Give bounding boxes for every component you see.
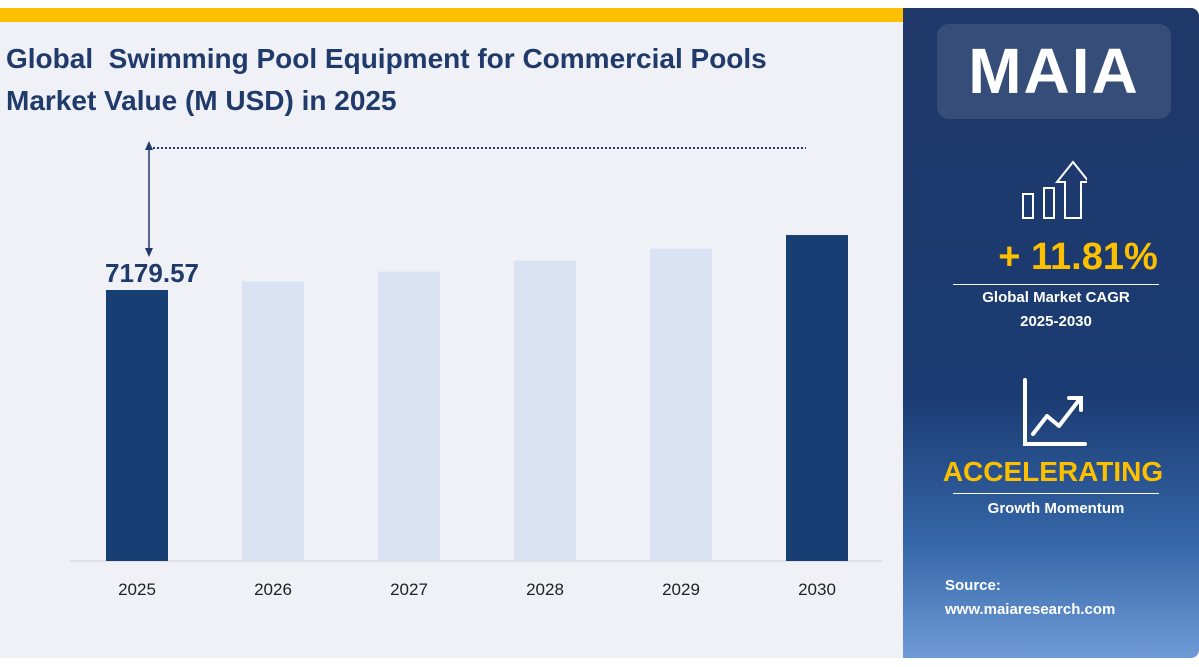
line-chart-trend-icon	[1023, 378, 1087, 446]
cagr-period: 2025-2030	[1020, 313, 1092, 330]
x-tick-label: 2027	[390, 580, 428, 599]
x-tick-label: 2026	[254, 580, 292, 599]
bar-2027	[378, 271, 440, 561]
divider	[953, 284, 1159, 285]
bar-chart-arrow-up-icon	[1022, 160, 1087, 219]
source-url[interactable]: www.maiaresearch.com	[945, 601, 1116, 618]
bar-2026	[242, 281, 304, 561]
x-tick-label: 2030	[798, 580, 836, 599]
bar-2025	[106, 290, 168, 561]
arrow-head-down	[145, 248, 153, 257]
cagr-value: + 11.81%	[998, 236, 1158, 278]
bar-2028	[514, 260, 576, 561]
arrow-head-up	[145, 141, 153, 150]
x-tick-label: 2025	[118, 580, 156, 599]
bar-chart: 2025 7179.57 2026 2027 2028 2029 2030	[70, 141, 882, 599]
source-label: Source:	[945, 577, 1001, 594]
maia-logo: MAIA	[937, 24, 1171, 119]
divider	[953, 493, 1159, 494]
cagr-label: Global Market CAGR	[982, 289, 1130, 306]
chart-title: Global Swimming Pool Equipment for Comme…	[6, 43, 767, 116]
bar-2030	[786, 235, 848, 562]
momentum-label: Growth Momentum	[987, 500, 1125, 517]
x-tick-label: 2029	[662, 580, 700, 599]
data-label: 7179.57	[105, 258, 199, 288]
bar-2029	[650, 248, 712, 561]
accent-bar	[0, 8, 903, 22]
x-tick-label: 2028	[526, 580, 564, 599]
summary-panel: MAIA + 11.81% Global Market CAGR 2025-20…	[903, 8, 1199, 658]
momentum-value: ACCELERATING	[942, 456, 1164, 487]
